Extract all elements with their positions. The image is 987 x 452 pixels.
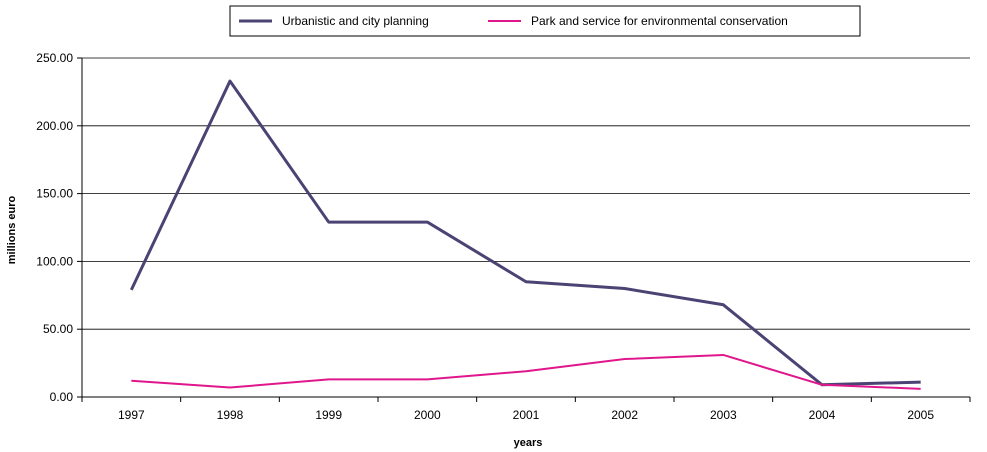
series-line-urbanistic: [129, 79, 921, 387]
x-tick-label: 2001: [513, 408, 540, 422]
legend-label-urbanistic: Urbanistic and city planning: [282, 14, 429, 28]
x-tick-label: 1999: [315, 408, 342, 422]
series-line-park: [131, 353, 921, 390]
series-lines: [129, 79, 921, 390]
y-tick-label: 0.00: [50, 390, 74, 404]
y-tick-label: 50.00: [43, 322, 73, 336]
y-tick-label: 200.00: [36, 119, 73, 133]
x-tick-label: 2003: [710, 408, 737, 422]
x-tick-label: 1997: [118, 408, 145, 422]
x-axis-title: years: [514, 437, 543, 449]
legend-label-park: Park and service for environmental conse…: [531, 14, 788, 28]
x-tick-label: 1998: [217, 408, 244, 422]
gridlines: [82, 57, 970, 330]
y-axis-title: millions euro: [6, 195, 18, 264]
x-tick-label: 2005: [907, 408, 934, 422]
legend-box: [229, 5, 861, 37]
x-tick-label: 2002: [611, 408, 638, 422]
y-axis-ticks: 0.00 50.00 100.00 150.00 200.00 250.00: [36, 51, 82, 404]
legend: Urbanistic and city planning Park and se…: [229, 5, 861, 37]
y-tick-label: 150.00: [36, 187, 73, 201]
x-tick-label: 2000: [414, 408, 441, 422]
x-axis-ticks: 1997 1998 1999 2000 2001 2002 2003 2004 2005: [81, 397, 971, 422]
y-tick-label: 100.00: [36, 254, 73, 268]
y-tick-label: 250.00: [36, 51, 73, 65]
x-tick-label: 2004: [809, 408, 836, 422]
